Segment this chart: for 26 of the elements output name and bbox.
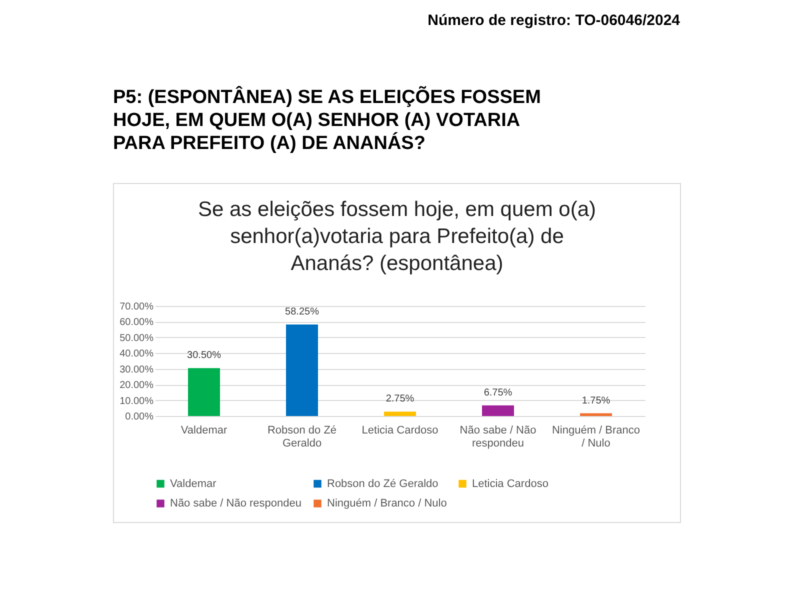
y-tick-label: 10.00% xyxy=(120,396,154,407)
y-tick-label: 0.00% xyxy=(125,412,154,422)
x-tick-label: Ninguém / Branco / Nulo xyxy=(552,424,640,450)
y-tick-label: 70.00% xyxy=(120,302,154,312)
legend-label: Valdemar xyxy=(170,478,217,490)
y-tick-label: 30.00% xyxy=(120,364,154,376)
y-tick-label: 40.00% xyxy=(120,348,154,360)
data-label: 30.50% xyxy=(187,350,222,362)
text: Número de registro: TO-06046/2024 xyxy=(428,12,680,29)
legend-label: Leticia Cardoso xyxy=(472,478,548,490)
data-label: 1.75% xyxy=(582,395,610,406)
data-label: 58.25% xyxy=(285,306,320,318)
x-tick-label: Robson do Zé Geraldo xyxy=(267,424,337,450)
chart-subtitle: Se as eleições fossem hoje, em quem o(a) senhor(a)votaria para Prefeito(a) de Ananás? (espontânea) xyxy=(196,197,598,277)
x-tick-label: Não sabe / Não respondeu xyxy=(460,424,536,450)
y-tick-label: 20.00% xyxy=(120,380,154,392)
legend-label: Não sabe / Não respondeu xyxy=(170,498,302,510)
x-tick-label: Leticia Cardoso xyxy=(362,424,438,436)
y-tick-label: 60.00% xyxy=(120,317,154,328)
data-label: 6.75% xyxy=(484,387,512,398)
y-tick-label: 50.00% xyxy=(120,332,154,344)
data-label: 2.75% xyxy=(386,394,414,405)
x-tick-label: Valdemar xyxy=(180,424,228,436)
legend-label: Robson do Zé Geraldo xyxy=(327,478,438,490)
chart-title: P5: (ESPONTÂNEA) SE AS ELEIÇÕES FOSSEM HOJE, EM QUEM O(A) SENHOR (A) VOTARIA PARA PREFEITO (A) DE ANANÁS? xyxy=(113,86,542,155)
legend-label: Ninguém / Branco / Nulo xyxy=(327,498,447,510)
